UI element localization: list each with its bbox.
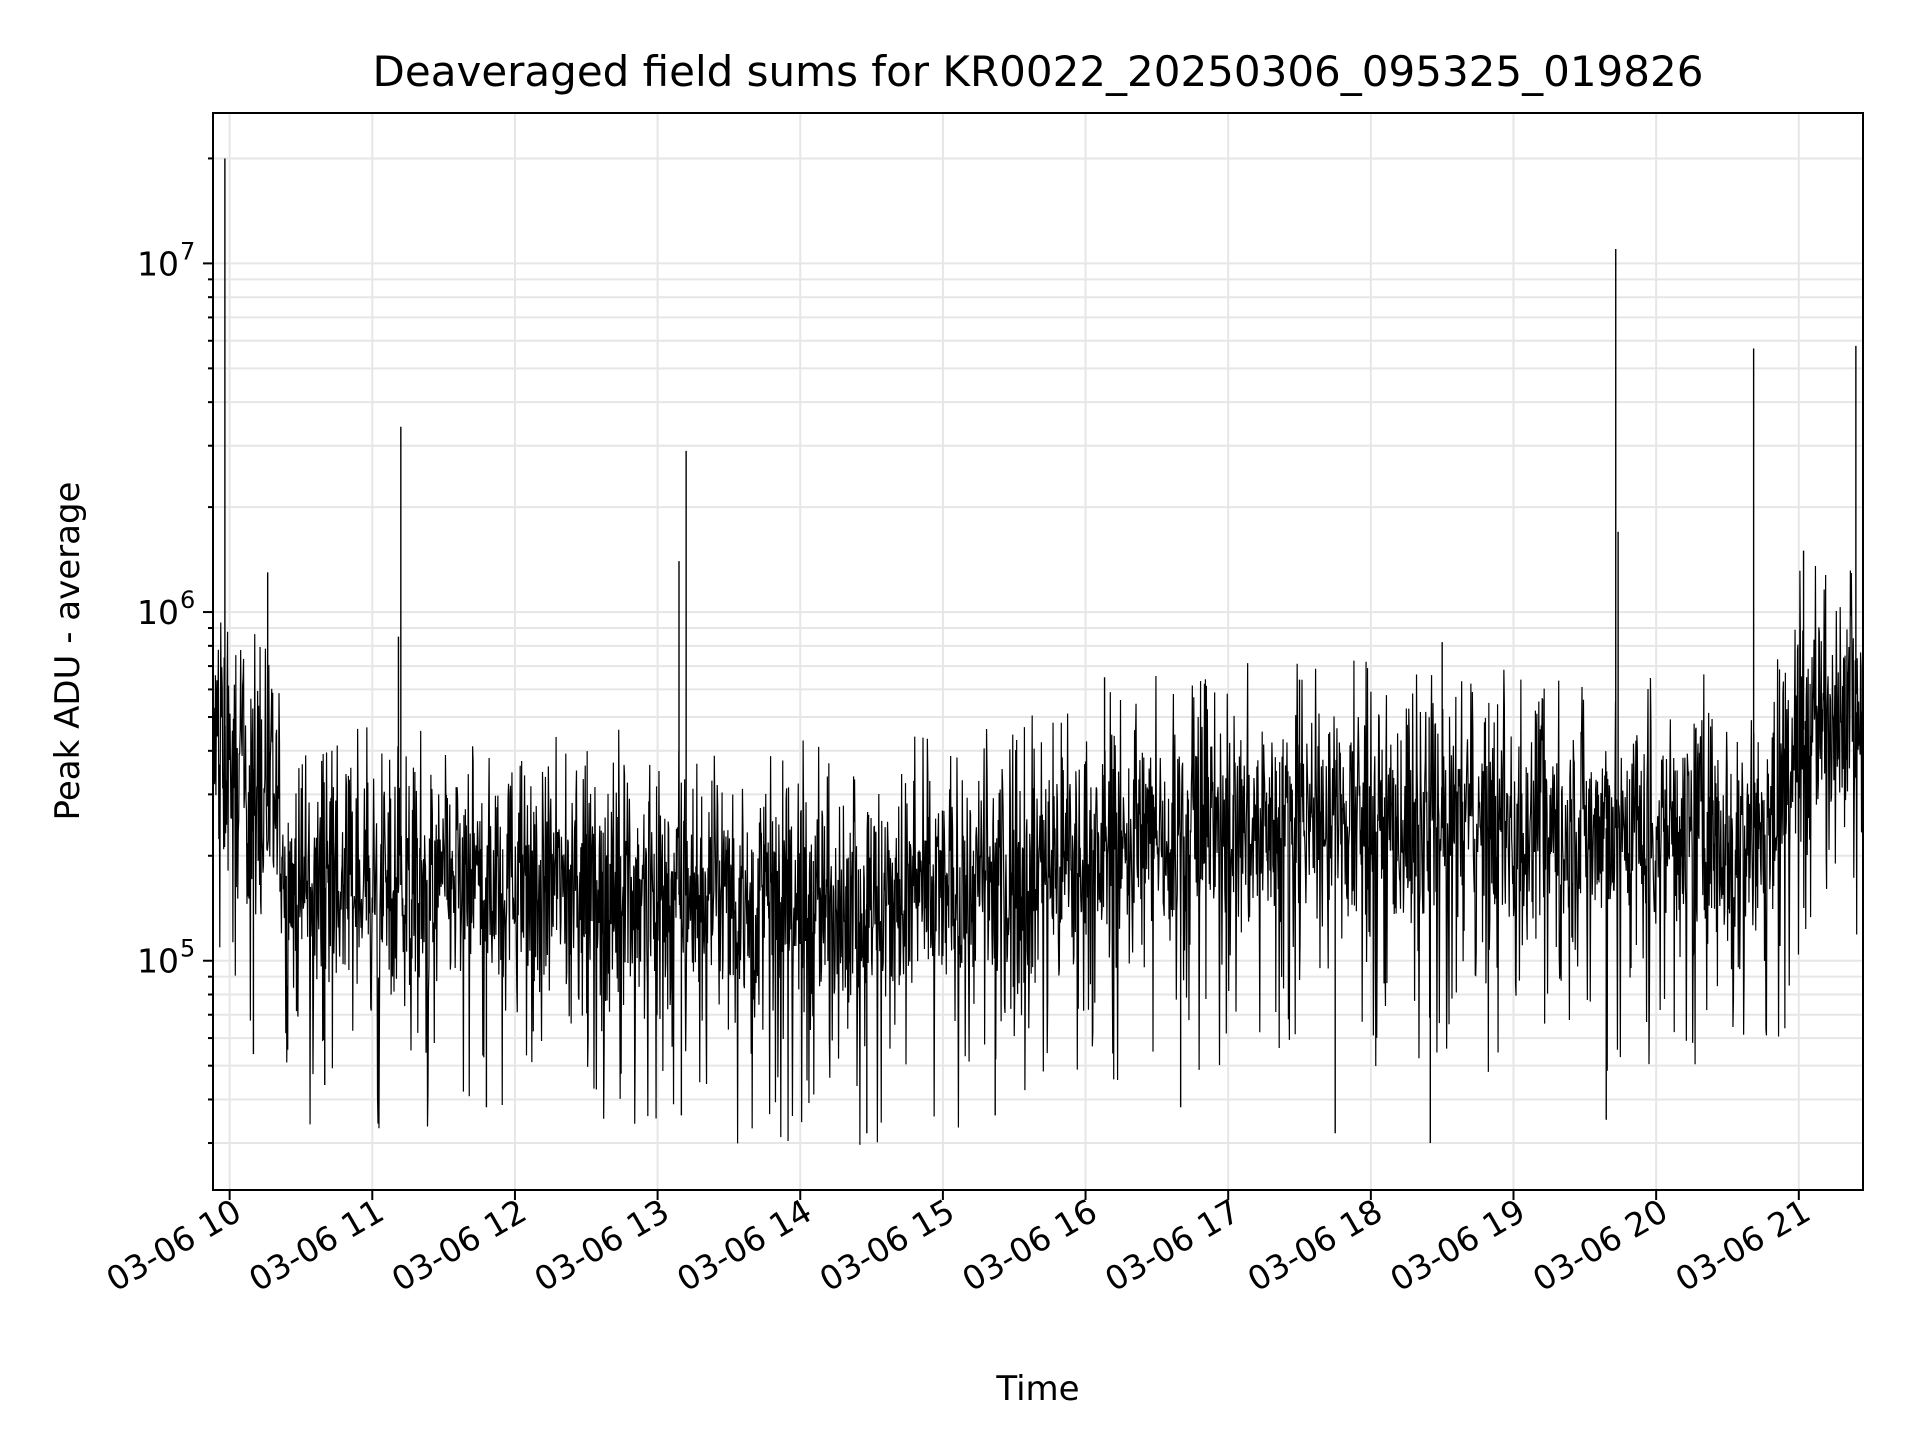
series — [212, 158, 1864, 1145]
y-tick-label: 10 — [137, 593, 179, 632]
series-line — [212, 566, 1864, 1145]
chart-title: Deaveraged field sums for KR0022_2025030… — [373, 47, 1704, 96]
y-tick-exponent: 6 — [180, 586, 195, 614]
y-tick-exponent: 5 — [180, 935, 195, 963]
y-tick-exponent: 7 — [180, 237, 195, 265]
y-tick-label: 10 — [137, 244, 179, 283]
plot-frame — [212, 112, 1864, 1191]
x-axis-label: Time — [995, 1369, 1079, 1409]
y-tick-label: 10 — [137, 942, 179, 981]
y-axis-label: Peak ADU - average — [48, 482, 88, 821]
